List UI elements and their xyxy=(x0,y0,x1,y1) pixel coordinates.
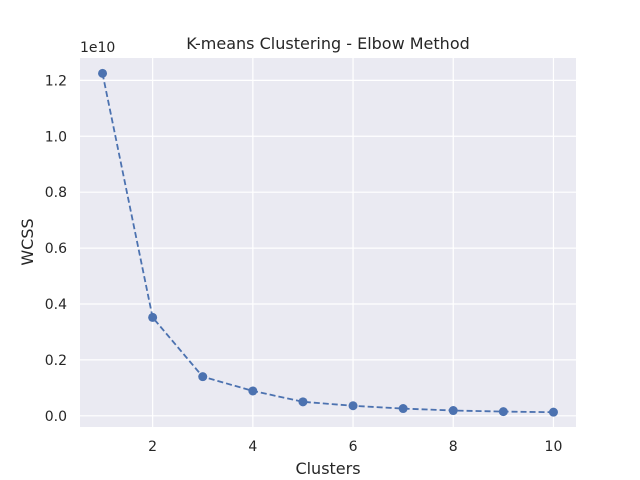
y-offset-label: 1e10 xyxy=(80,40,115,56)
data-point xyxy=(298,397,308,407)
x-tick-label: 6 xyxy=(349,439,358,455)
chart-title: K-means Clustering - Elbow Method xyxy=(186,34,470,53)
data-point xyxy=(498,407,508,417)
data-point xyxy=(448,406,458,416)
data-point xyxy=(198,372,208,382)
tick-labels: 2 4 6 8 10 0.0 0.2 0.4 0.6 0.8 1.0 1.2 xyxy=(45,73,563,455)
data-point xyxy=(148,312,158,322)
x-tick-label: 8 xyxy=(449,439,458,455)
y-tick-label: 0.4 xyxy=(45,297,67,313)
data-point xyxy=(98,68,108,78)
data-point xyxy=(398,404,408,414)
x-tick-label: 10 xyxy=(545,439,563,455)
series-line xyxy=(101,73,554,414)
x-tick-label: 4 xyxy=(248,439,257,455)
grid xyxy=(80,58,576,427)
y-tick-label: 0.6 xyxy=(45,241,67,257)
y-tick-label: 1.0 xyxy=(45,129,67,145)
data-point xyxy=(248,386,258,396)
y-axis-label: WCSS xyxy=(18,218,37,265)
y-tick-label: 0.0 xyxy=(45,409,67,425)
x-tick-label: 2 xyxy=(148,439,157,455)
y-tick-label: 0.8 xyxy=(45,185,67,201)
y-tick-label: 1.2 xyxy=(45,73,67,89)
plot-background xyxy=(80,58,576,427)
data-point xyxy=(348,401,358,411)
data-point xyxy=(548,407,558,417)
x-axis-label: Clusters xyxy=(295,459,360,478)
series xyxy=(98,68,558,417)
y-tick-label: 0.2 xyxy=(45,353,67,369)
